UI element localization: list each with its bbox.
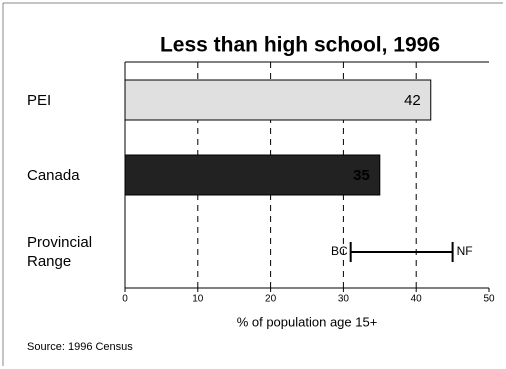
x-tick-label: 40	[411, 294, 423, 305]
x-tick-label: 10	[192, 294, 204, 305]
category-label: Canada	[27, 166, 80, 184]
source-note: Source: 1996 Census	[27, 341, 133, 353]
category-label: Provincial Range	[27, 234, 93, 270]
value-label: 42	[404, 92, 421, 109]
range-label: BC	[331, 244, 348, 258]
chart-title: Less than high school, 1996	[160, 34, 440, 57]
x-tick-label: 20	[265, 294, 277, 305]
bar	[124, 79, 432, 121]
x-tick-label: 30	[338, 294, 350, 305]
value-label: 35	[353, 167, 370, 184]
category-label: PEI	[27, 91, 52, 109]
x-tick-label: 50	[483, 294, 495, 305]
bar	[124, 154, 381, 196]
x-axis-label: % of population age 15+	[237, 314, 378, 329]
range-label: NF	[457, 244, 473, 258]
x-tick-label: 0	[122, 294, 128, 305]
